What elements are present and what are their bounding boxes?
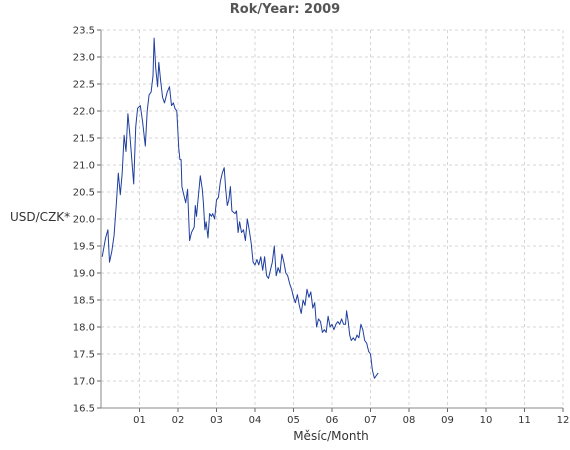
y-tick-label: 22.5 [73, 80, 95, 91]
x-tick-label: 04 [249, 415, 262, 426]
x-tick-label: 01 [133, 415, 146, 426]
tick-labels: 16.5 17.0 17.5 18.0 18.5 19.0 19.5 20.0 20.5 21.0… [73, 26, 570, 427]
y-tick-label: 20.0 [73, 215, 95, 226]
axes [97, 29, 564, 412]
y-tick-label: 17.0 [73, 377, 95, 388]
y-tick-label: 20.5 [73, 188, 95, 199]
x-axis-label: Měsíc/Month [293, 429, 369, 443]
x-tick-label: 07 [364, 415, 377, 426]
y-tick-label: 18.0 [73, 323, 95, 334]
y-tick-label: 21.5 [73, 134, 95, 145]
x-tick-label: 03 [210, 415, 223, 426]
y-tick-label: 19.5 [73, 242, 95, 253]
x-tick-label: 06 [326, 415, 339, 426]
x-tick-label: 08 [403, 415, 416, 426]
chart-title: Rok/Year: 2009 [229, 2, 341, 17]
y-tick-label: 23.5 [73, 26, 95, 37]
x-tick-label: 09 [441, 415, 454, 426]
y-tick-label: 16.5 [73, 404, 95, 415]
y-tick-label: 17.5 [73, 350, 95, 361]
x-tick-label: 12 [557, 415, 570, 426]
x-tick-label: 05 [287, 415, 300, 426]
y-tick-label: 18.5 [73, 296, 95, 307]
y-tick-label: 23.0 [73, 53, 95, 64]
y-tick-label: 21.0 [73, 161, 95, 172]
series-line [101, 37, 379, 379]
x-tick-label: 10 [480, 415, 493, 426]
y-tick-label: 22.0 [73, 107, 95, 118]
x-tick-label: 11 [518, 415, 531, 426]
y-axis-label: USD/CZK* [10, 210, 70, 224]
x-tick-label: 02 [172, 415, 185, 426]
y-tick-label: 19.0 [73, 269, 95, 280]
